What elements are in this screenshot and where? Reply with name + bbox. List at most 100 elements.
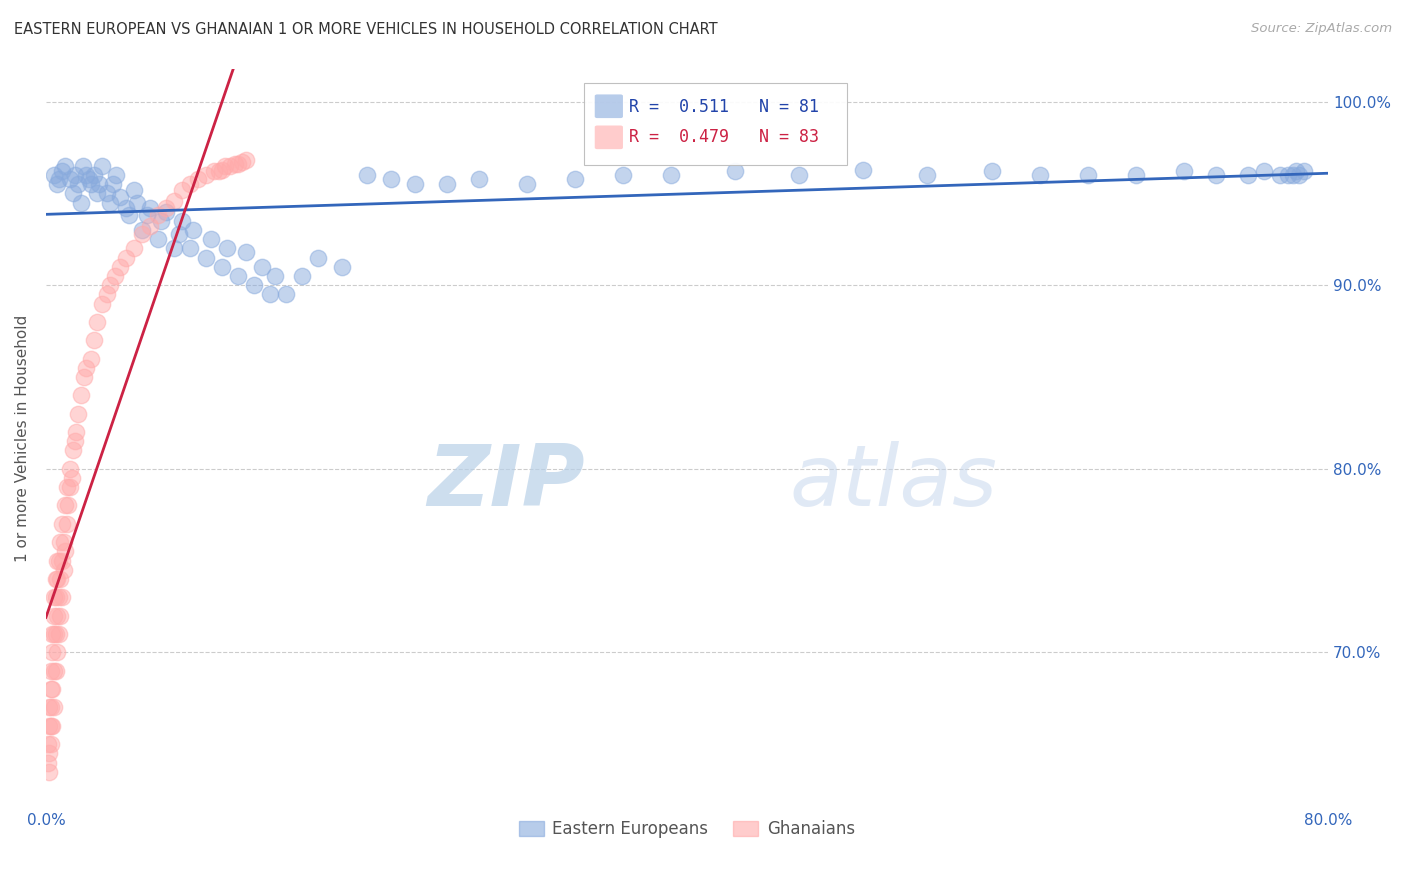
Point [131, 227, 153, 241]
Point [917, 168, 939, 182]
Point [86, 186, 108, 201]
Point [276, 287, 298, 301]
Point [39, 719, 62, 733]
Point [75, 360, 97, 375]
Point [226, 157, 249, 171]
Point [195, 251, 218, 265]
Point [65, 425, 87, 439]
Point [59, 171, 82, 186]
Point [202, 164, 225, 178]
Point [41, 645, 63, 659]
Point [42, 608, 65, 623]
Point [53, 159, 76, 173]
Point [45, 572, 67, 586]
Text: atlas: atlas [790, 442, 998, 524]
Point [436, 177, 458, 191]
Point [80, 351, 103, 366]
Point [564, 171, 586, 186]
Point [42, 700, 65, 714]
Point [72, 159, 94, 173]
Point [70, 388, 93, 402]
Point [104, 268, 127, 283]
Point [41, 627, 63, 641]
Point [48, 627, 70, 641]
Point [115, 201, 138, 215]
Text: R =  0.479   N = 83: R = 0.479 N = 83 [630, 128, 820, 145]
Point [179, 177, 201, 191]
Point [659, 168, 682, 182]
Point [77, 171, 100, 186]
Point [516, 177, 538, 191]
Point [150, 214, 173, 228]
Point [235, 245, 257, 260]
Point [87, 177, 110, 191]
Point [1077, 168, 1099, 182]
Point [208, 164, 231, 178]
Point [48, 171, 70, 186]
Point [91, 296, 114, 310]
Text: EASTERN EUROPEAN VS GHANAIAN 1 OR MORE VEHICLES IN HOUSEHOLD CORRELATION CHART: EASTERN EUROPEAN VS GHANAIAN 1 OR MORE V… [14, 22, 717, 37]
Point [1282, 168, 1305, 182]
Text: Source: ZipAtlas.com: Source: ZipAtlas.com [1251, 22, 1392, 36]
Point [127, 195, 149, 210]
Point [1125, 168, 1147, 182]
Point [1253, 164, 1275, 178]
Point [52, 563, 75, 577]
Point [38, 700, 60, 714]
Point [252, 260, 274, 274]
Point [86, 315, 108, 329]
Point [118, 208, 141, 222]
Point [211, 260, 233, 274]
Point [51, 591, 73, 605]
Point [852, 162, 875, 177]
Point [46, 608, 69, 623]
Point [91, 159, 114, 173]
Point [38, 764, 60, 779]
Point [46, 553, 69, 567]
Point [39, 664, 62, 678]
Point [155, 204, 177, 219]
Point [404, 177, 426, 191]
Point [41, 682, 63, 697]
Point [66, 407, 89, 421]
Point [46, 177, 69, 191]
Legend: Eastern Europeans, Ghanaians: Eastern Europeans, Ghanaians [513, 814, 862, 845]
Point [70, 195, 93, 210]
Point [52, 535, 75, 549]
Point [172, 183, 194, 197]
Point [48, 553, 70, 567]
Point [200, 232, 222, 246]
Point [219, 159, 242, 173]
Point [122, 242, 145, 256]
Point [259, 287, 281, 301]
FancyBboxPatch shape [595, 95, 623, 118]
Point [235, 153, 257, 168]
Point [122, 183, 145, 197]
Point [66, 177, 89, 191]
Point [42, 168, 65, 182]
Point [48, 591, 70, 605]
Point [1173, 164, 1195, 178]
Point [37, 756, 59, 770]
Point [131, 223, 153, 237]
Point [49, 535, 72, 549]
Point [211, 162, 233, 177]
Point [45, 627, 67, 641]
Point [62, 186, 84, 201]
Point [62, 443, 84, 458]
Point [179, 242, 201, 256]
Point [226, 268, 249, 283]
Point [46, 645, 69, 659]
Point [307, 251, 329, 265]
Point [1268, 168, 1291, 182]
Point [38, 747, 60, 761]
Point [56, 480, 79, 494]
Point [58, 499, 80, 513]
Point [98, 278, 121, 293]
Point [96, 287, 118, 301]
Point [231, 155, 253, 169]
Point [612, 168, 634, 182]
Point [167, 227, 190, 241]
Point [83, 333, 105, 347]
Point [53, 544, 76, 558]
